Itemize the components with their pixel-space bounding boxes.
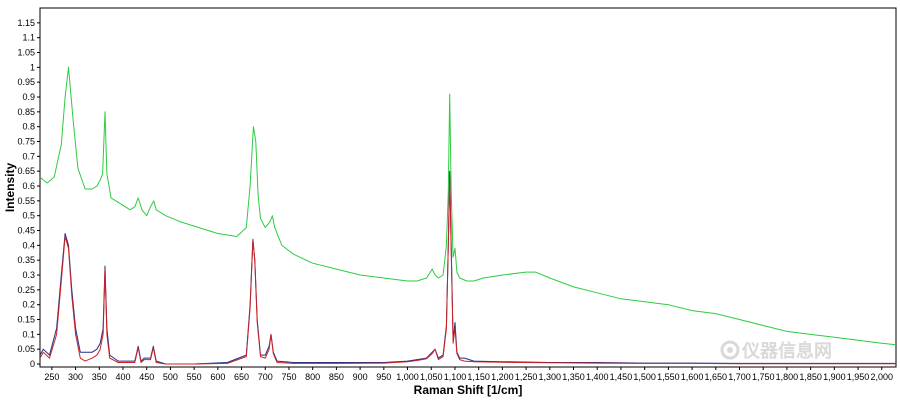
y-tick-label: 0.15	[17, 315, 35, 325]
x-tick-label: 900	[353, 372, 368, 382]
x-tick-label: 1,400	[586, 372, 609, 382]
y-tick-label: 0.1	[22, 329, 35, 339]
y-tick-label: 0.5	[22, 211, 35, 221]
series-line-1	[39, 66, 897, 346]
x-tick-label: 1,000	[396, 372, 419, 382]
plot-area	[39, 7, 897, 368]
y-tick-label: 1.1	[22, 33, 35, 43]
y-tick-label: 0.05	[17, 344, 35, 354]
y-tick-label: 0.7	[22, 151, 35, 161]
x-tick-label: 1,650	[705, 372, 728, 382]
x-tick-label: 1,150	[467, 372, 490, 382]
y-axis-title: Intensity	[3, 163, 17, 213]
y-tick-label: 0.25	[17, 285, 35, 295]
x-tick-label: 1,500	[633, 372, 656, 382]
y-tick-label: 1.15	[17, 18, 35, 28]
series-layer	[39, 66, 897, 365]
x-tick-label: 1,600	[681, 372, 704, 382]
y-tick-label: 0.55	[17, 196, 35, 206]
x-tick-label: 1,300	[539, 372, 562, 382]
x-tick-label: 500	[163, 372, 178, 382]
y-tick-label: 0.4	[22, 240, 35, 250]
x-tick-label: 1,350	[562, 372, 585, 382]
x-tick-label: 1,200	[491, 372, 514, 382]
x-tick-label: 750	[281, 372, 296, 382]
x-tick-label: 1,250	[515, 372, 538, 382]
series-line-3	[39, 176, 896, 365]
x-tick-label: 1,050	[420, 372, 443, 382]
x-tick-label: 350	[92, 372, 107, 382]
x-tick-label: 1,100	[444, 372, 467, 382]
y-tick-label: 0.75	[17, 137, 35, 147]
y-tick-label: 0.35	[17, 255, 35, 265]
watermark: 仪器信息网	[720, 340, 832, 362]
y-tick-label: 0	[30, 359, 35, 369]
y-tick-label: 1.05	[17, 48, 35, 58]
x-tick-label: 1,550	[657, 372, 680, 382]
x-tick-label: 1,850	[799, 372, 822, 382]
y-tick-label: 1	[30, 62, 35, 72]
x-tick-label: 1,800	[776, 372, 799, 382]
y-tick-label: 0.2	[22, 300, 35, 310]
x-axis: 250 300 350 400 450 500 550 600 650 700 750 800 850 9…	[44, 367, 893, 382]
y-tick-label: 0.45	[17, 226, 35, 236]
watermark-text: 仪器信息网	[741, 340, 832, 362]
series-line-2	[39, 170, 896, 365]
x-tick-label: 700	[258, 372, 273, 382]
x-tick-label: 1,700	[728, 372, 751, 382]
x-axis-title: Raman Shift [1/cm]	[414, 383, 523, 397]
x-tick-label: 1,900	[823, 372, 846, 382]
x-tick-label: 850	[329, 372, 344, 382]
x-tick-label: 450	[139, 372, 154, 382]
x-tick-label: 300	[68, 372, 83, 382]
x-tick-label: 950	[376, 372, 391, 382]
x-tick-label: 2,000	[871, 372, 894, 382]
x-tick-label: 250	[44, 372, 59, 382]
y-tick-label: 0.6	[22, 181, 35, 191]
y-tick-label: 0.95	[17, 77, 35, 87]
y-tick-label: 0.9	[22, 92, 35, 102]
x-tick-label: 1,950	[847, 372, 870, 382]
x-tick-label: 400	[115, 372, 130, 382]
y-tick-label: 0.65	[17, 166, 35, 176]
x-tick-label: 650	[234, 372, 249, 382]
y-axis: 0 0.05 0.1 0.15 0.2 0.25 0.3 0.35 0.4 0.45 0.5 0.55…	[17, 18, 40, 369]
x-tick-label: 600	[210, 372, 225, 382]
x-tick-label: 1,750	[752, 372, 775, 382]
y-tick-label: 0.8	[22, 122, 35, 132]
gear-icon	[720, 340, 740, 360]
x-tick-label: 800	[305, 372, 320, 382]
y-tick-label: 0.85	[17, 107, 35, 117]
x-tick-label: 550	[187, 372, 202, 382]
x-tick-label: 1,450	[610, 372, 633, 382]
y-tick-label: 0.3	[22, 270, 35, 280]
